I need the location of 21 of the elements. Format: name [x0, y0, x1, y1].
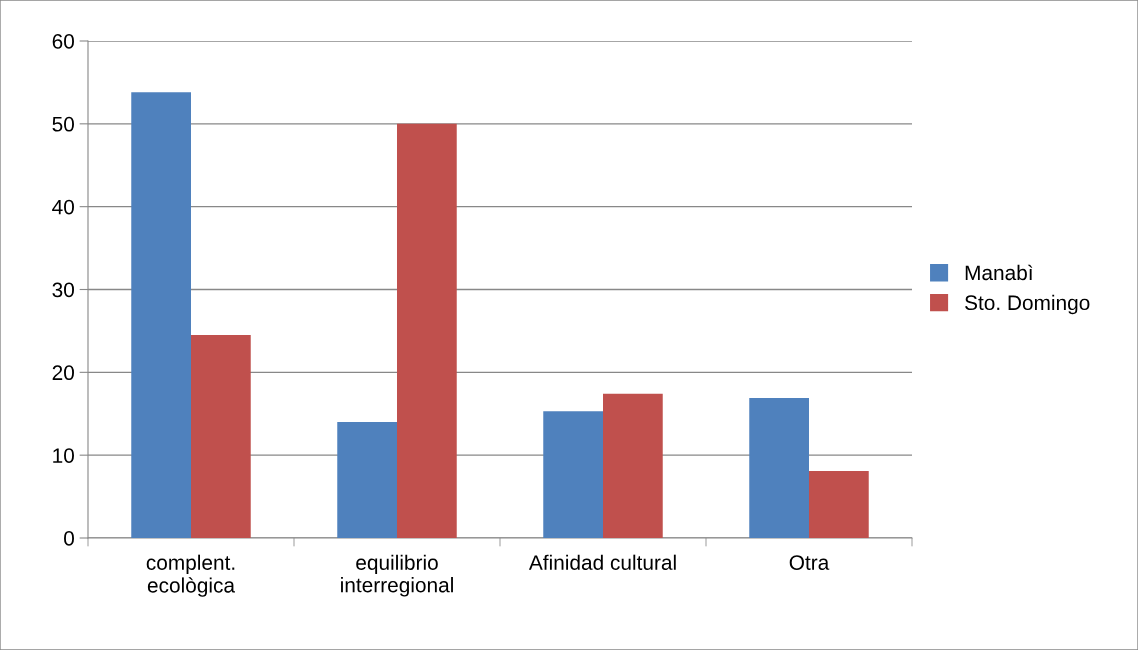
x-tick-label: complent. ecològica [146, 554, 236, 597]
bar [131, 92, 191, 538]
bar [749, 398, 809, 538]
y-tick-label: 50 [52, 116, 74, 132]
bar [603, 393, 663, 538]
bar [543, 411, 603, 538]
y-tick-label: 30 [52, 282, 74, 298]
x-tick-label: Otra [789, 555, 830, 570]
legend-label: Manabì [965, 264, 1033, 281]
y-tick-label: 10 [53, 448, 74, 463]
x-tick-label: equilibrio interregional [341, 554, 453, 597]
y-tick-label: 60 [52, 34, 74, 49]
y-tick-label: 40 [52, 199, 74, 215]
y-tick-label: 20 [52, 365, 74, 381]
x-tick-label: Afinidad cultural [528, 554, 676, 570]
legend-label: Sto. Domingo [965, 294, 1090, 315]
bar [809, 470, 869, 538]
bar [397, 123, 457, 538]
bar [191, 335, 251, 538]
bar [337, 422, 397, 538]
y-tick-label: 0 [64, 531, 74, 546]
